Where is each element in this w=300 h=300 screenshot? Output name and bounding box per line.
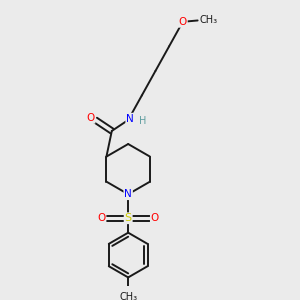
Text: N: N <box>126 114 134 124</box>
Text: CH₃: CH₃ <box>200 16 218 26</box>
Text: O: O <box>151 213 159 223</box>
Text: O: O <box>86 113 95 123</box>
Text: O: O <box>97 213 106 223</box>
Text: H: H <box>139 116 146 126</box>
Text: N: N <box>124 189 132 199</box>
Text: O: O <box>178 17 187 27</box>
Text: S: S <box>124 213 132 223</box>
Text: CH₃: CH₃ <box>119 292 137 300</box>
